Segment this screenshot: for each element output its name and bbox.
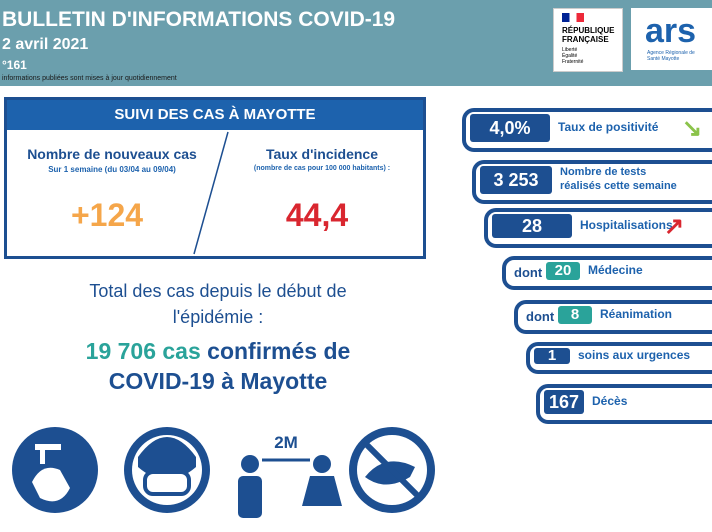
icons: 2M [12, 427, 435, 518]
stat-value: 20 [546, 262, 580, 280]
stat-label: Taux de positivité [558, 120, 659, 134]
issue-number: °161 [2, 58, 27, 72]
stat-label: Réanimation [600, 307, 673, 321]
stat-pill [502, 256, 712, 290]
total-line2: l'épidémie : [172, 307, 264, 327]
ars-text: ars [645, 12, 697, 50]
stat-value: 3 253 [480, 166, 552, 194]
ars-sub: Agence Régionale de Santé Mayotte [647, 50, 695, 62]
note: informations publiées sont mises à jour … [2, 75, 177, 82]
date: 2 avril 2021 [2, 36, 89, 53]
rf-line1: RÉPUBLIQUE [562, 26, 615, 35]
title: BULLETIN D'INFORMATIONS COVID-19 [2, 8, 396, 31]
new-cases-period: Sur 1 semaine (du 03/04 au 09/04) [48, 165, 176, 174]
total-line1: Total des cas depuis le début de [89, 281, 347, 301]
logo-rf: RÉPUBLIQUE FRANÇAISE Liberté Égalité Frat… [553, 8, 623, 72]
stat-label: soins aux urgences [578, 348, 691, 362]
stat-value: 8 [558, 306, 592, 324]
incidence-label: Taux d'incidence [266, 146, 378, 162]
stat-label2: réalisés cette semaine [560, 180, 677, 192]
rf-line2: FRANÇAISE [562, 35, 609, 44]
divider [193, 131, 229, 255]
stat-value: 4,0% [470, 114, 550, 142]
stat-trend: ↗ [664, 213, 685, 240]
logo-ars: ars Agence Régionale de Santé Mayotte [631, 8, 712, 70]
incidence-value: 44,4 [285, 197, 349, 233]
total-line4: COVID-19 à Mayotte [108, 368, 328, 394]
new-cases-value: +124 [70, 197, 144, 233]
rf-motto: Liberté Égalité Fraternité [562, 47, 584, 65]
cases-box [4, 97, 426, 259]
stat-prefix: dont [526, 309, 555, 324]
new-cases-label: Nombre de nouveaux cas [27, 146, 197, 162]
total-line3: confirmés de [207, 338, 351, 364]
stat-label: Médecine [588, 263, 643, 277]
stat-label: Décès [592, 394, 628, 408]
incidence-note: (nombre de cas pour 100 000 habitants) : [253, 165, 391, 172]
stat-value: 28 [492, 214, 572, 238]
stat-prefix: dont [514, 265, 543, 280]
stat-label: Nombre de tests [560, 166, 647, 178]
stat-value: 167 [544, 390, 584, 414]
stat-value: 1 [534, 348, 570, 364]
cases-title: SUIVI DES CAS À MAYOTTE [7, 100, 423, 130]
distance-label: 2M [274, 433, 298, 452]
stat-trend: ↘ [682, 115, 703, 142]
total-block: Total des cas depuis le début de l'épidé… [0, 278, 436, 396]
stat-label: Hospitalisations [580, 218, 673, 232]
total-count: 19 706 cas [85, 338, 201, 364]
stat-pill [514, 300, 712, 334]
